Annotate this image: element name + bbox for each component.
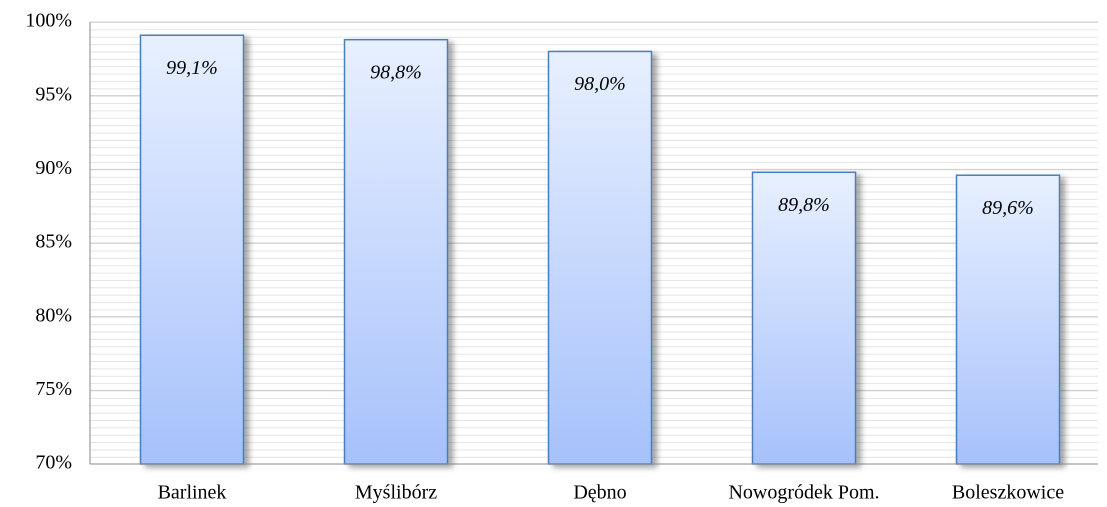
bar [139, 34, 245, 465]
bar [751, 171, 857, 465]
x-tick-label: Boleszkowice [952, 482, 1064, 504]
value-label: 99,1% [166, 57, 218, 79]
y-tick-label: 90% [35, 157, 72, 179]
bar [955, 174, 1061, 465]
y-tick-label: 80% [35, 304, 72, 326]
x-tick-label: Barlinek [158, 482, 227, 504]
value-label: 98,8% [370, 61, 422, 83]
value-label: 89,8% [778, 194, 830, 216]
y-tick-label: 85% [35, 231, 72, 253]
bar [343, 38, 449, 465]
x-tick-label: Myślibórz [355, 482, 437, 504]
y-tick-label: 95% [35, 83, 72, 105]
value-label: 89,6% [982, 197, 1034, 219]
y-tick-label: 70% [35, 452, 72, 474]
value-label: 98,0% [574, 73, 626, 95]
y-tick-label: 75% [35, 378, 72, 400]
bar [547, 50, 653, 465]
y-tick-label: 100% [25, 10, 72, 32]
x-tick-label: Dębno [573, 482, 626, 504]
x-tick-label: Nowogródek Pom. [728, 482, 879, 504]
